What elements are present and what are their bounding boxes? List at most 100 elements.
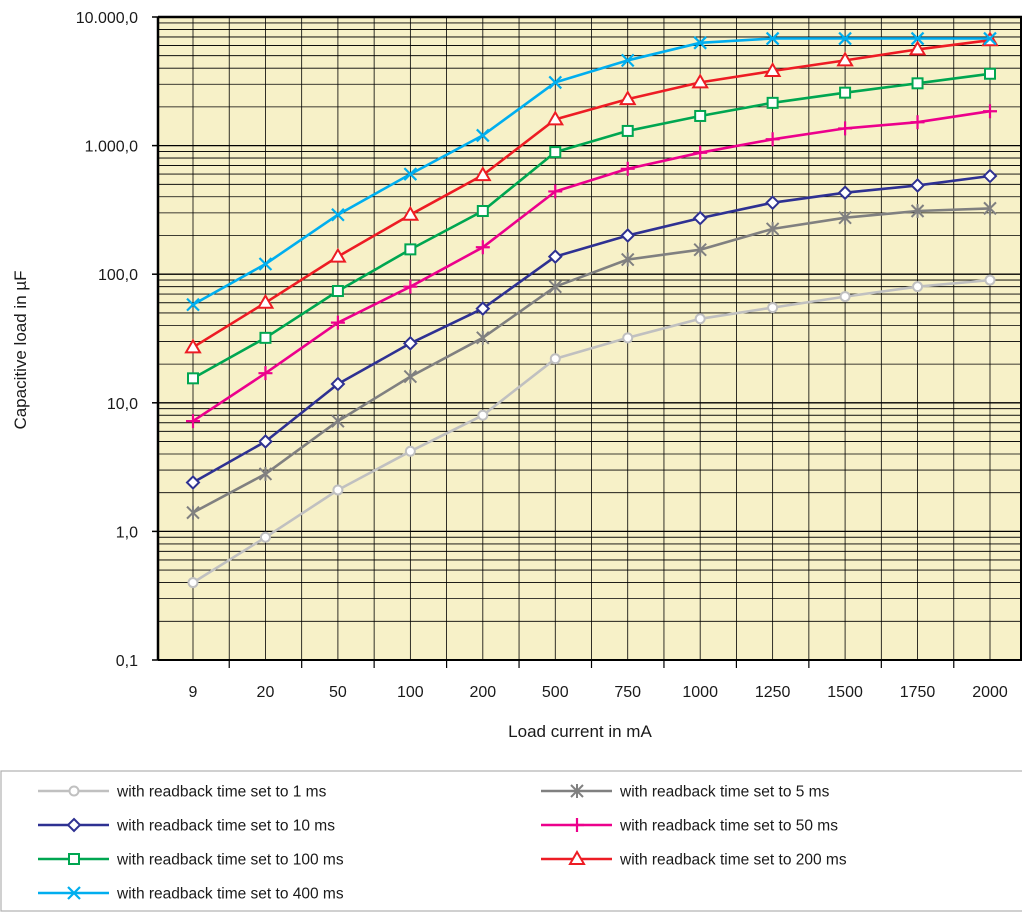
- data-point: [330, 376, 346, 392]
- data-point: [403, 369, 418, 384]
- data-point: [476, 128, 490, 143]
- series-x: [186, 31, 997, 312]
- data-point: [402, 335, 418, 351]
- data-point: [620, 161, 635, 176]
- data-point: [983, 201, 997, 216]
- data-point: [548, 75, 563, 90]
- legend-item: with readback time set to 200 ms: [541, 850, 847, 869]
- data-point: [838, 31, 852, 46]
- data-point: [767, 302, 779, 314]
- data-point: [401, 205, 420, 221]
- x-axis-tick-labels: 9 20 50 100 200 500 750 1000 1250 1500 1750 2000: [189, 660, 1008, 701]
- data-point: [546, 110, 565, 126]
- data-point: [693, 145, 708, 160]
- data-point: [331, 414, 345, 429]
- data-point: [570, 784, 584, 798]
- x-tick-label: 1000: [682, 684, 718, 701]
- data-point: [68, 853, 80, 865]
- data-point: [618, 90, 637, 106]
- data-point: [256, 293, 275, 309]
- series-line: [192, 207, 991, 514]
- data-point: [186, 297, 200, 312]
- data-point: [403, 279, 418, 294]
- legend-label: with readback time set to 1 ms: [116, 784, 327, 801]
- data-point: [186, 414, 200, 429]
- legend-item: with readback time set to 100 ms: [38, 852, 344, 869]
- series-group: [184, 31, 999, 589]
- x-tick-label: 200: [469, 684, 496, 701]
- series-line: [192, 38, 991, 349]
- data-point: [694, 109, 707, 122]
- data-point: [910, 31, 925, 46]
- series-line: [192, 72, 991, 380]
- y-tick-label: 1,0: [116, 524, 138, 541]
- data-point: [983, 31, 997, 46]
- data-point: [839, 291, 851, 303]
- data-point: [403, 167, 418, 181]
- data-point: [982, 168, 998, 184]
- y-tick-label: 0,1: [116, 653, 138, 670]
- x-tick-label: 20: [257, 684, 275, 701]
- data-point: [570, 818, 584, 832]
- series-line: [192, 37, 990, 306]
- data-point: [332, 484, 344, 496]
- legend-box: [0, 770, 1022, 912]
- y-tick-label: 10,0: [107, 396, 138, 413]
- data-point: [837, 185, 853, 201]
- x-tick-label: 1500: [827, 684, 863, 701]
- x-tick-label: 2000: [972, 684, 1008, 701]
- data-point: [187, 577, 199, 589]
- data-point: [475, 240, 490, 255]
- y-tick-label: 1.000,0: [85, 139, 138, 156]
- x-axis-title: Load current in mA: [508, 722, 652, 741]
- data-point: [476, 330, 490, 345]
- data-point: [404, 243, 417, 256]
- data-point: [68, 785, 80, 797]
- data-point: [258, 366, 273, 381]
- x-tick-label: 500: [542, 684, 569, 701]
- data-point: [548, 184, 563, 199]
- data-point: [622, 332, 634, 344]
- data-point: [549, 146, 562, 159]
- legend-label: with readback time set to 200 ms: [619, 852, 847, 869]
- plot-area: [156, 15, 1022, 661]
- data-point: [185, 475, 201, 490]
- data-point: [477, 409, 489, 421]
- series-triangle: [184, 31, 999, 354]
- data-point: [692, 210, 708, 226]
- x-tick-label: 50: [329, 684, 347, 701]
- y-axis-tick-labels: 0,1 1,0 10,0 100,0 1.000,0 10.000,0: [76, 10, 158, 670]
- legend-label: with readback time set to 400 ms: [116, 886, 344, 903]
- data-point: [693, 36, 707, 50]
- series-plus: [186, 104, 997, 429]
- legend-label: with readback time set to 50 ms: [619, 818, 838, 835]
- legend-item: with readback time set to 50 ms: [541, 818, 838, 835]
- series-line: [192, 174, 991, 484]
- data-point: [763, 62, 782, 78]
- legend-item: with readback time set to 400 ms: [38, 886, 344, 903]
- data-point: [331, 207, 345, 222]
- data-point: [621, 124, 634, 137]
- data-point: [765, 221, 780, 236]
- data-point: [184, 338, 202, 354]
- data-point: [694, 313, 706, 325]
- legend-label: with readback time set to 10 ms: [116, 818, 335, 835]
- data-point: [258, 434, 273, 449]
- gridlines: [158, 17, 1022, 661]
- data-point: [568, 850, 586, 865]
- data-point: [838, 210, 852, 225]
- data-point: [836, 51, 854, 67]
- legend: with readback time set to 1 ms with readb…: [0, 770, 1022, 912]
- data-point: [475, 301, 491, 317]
- data-point: [984, 67, 996, 80]
- data-point: [765, 132, 780, 147]
- data-point: [186, 505, 200, 520]
- y-tick-label: 10.000,0: [76, 10, 138, 27]
- data-point: [621, 252, 635, 267]
- data-point: [259, 331, 272, 344]
- data-point: [912, 281, 924, 293]
- x-tick-label: 9: [189, 684, 198, 701]
- legend-label: with readback time set to 5 ms: [619, 784, 830, 801]
- data-point: [67, 886, 81, 900]
